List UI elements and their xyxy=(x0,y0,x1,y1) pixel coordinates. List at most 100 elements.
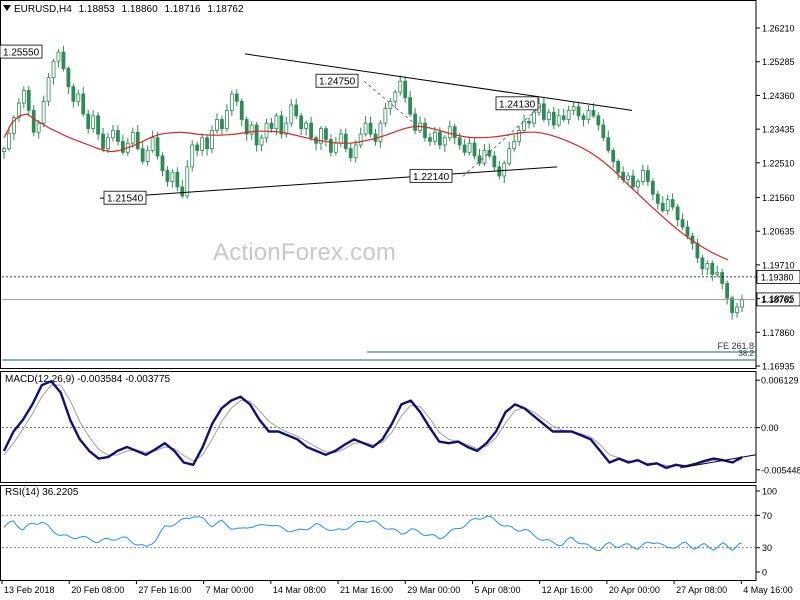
candle-body xyxy=(294,104,299,117)
price-axis-label: 1.17860 xyxy=(762,328,795,338)
macd-trendline xyxy=(679,454,757,469)
candle-body xyxy=(21,89,26,104)
price-label-text: 1.24130 xyxy=(499,99,536,110)
upper-trendline xyxy=(244,53,633,111)
candle-body xyxy=(665,199,670,211)
candle-body xyxy=(16,102,21,119)
candle-body xyxy=(571,106,576,111)
candle-body xyxy=(91,115,96,130)
candle-body xyxy=(398,80,403,93)
low-price: 1.18716 xyxy=(164,4,201,15)
candle-body xyxy=(319,128,323,144)
candle-body xyxy=(304,122,309,130)
candle-body xyxy=(408,97,413,115)
time-axis-label: 12 Apr 16:00 xyxy=(542,585,593,595)
candle-body xyxy=(730,297,734,314)
candle-body xyxy=(279,115,284,135)
candle-body xyxy=(561,115,566,120)
rsi-line xyxy=(3,515,743,551)
candle-body xyxy=(66,68,71,88)
candle-body xyxy=(645,170,650,182)
price-label-box xyxy=(315,73,359,88)
candle-body xyxy=(472,142,477,157)
candle-body xyxy=(324,128,328,140)
candle-body xyxy=(710,263,715,275)
price-axis-label: 1.20635 xyxy=(762,227,795,237)
lower-trendline xyxy=(99,166,558,199)
price-axis-label: 1.24360 xyxy=(762,91,795,101)
price-axis-label: 1.16935 xyxy=(762,362,795,372)
candle-body xyxy=(403,80,408,99)
candle-body xyxy=(244,119,249,135)
price-labels-layer: 1.25550 1.24750 1.24130 1.22140 1.21540 1.193… xyxy=(0,44,800,307)
candle-body xyxy=(522,120,526,131)
candle-body xyxy=(26,89,31,111)
rsi-panel-frame xyxy=(0,485,757,581)
candle-body xyxy=(586,109,591,120)
candle-body xyxy=(433,131,437,142)
candle-body xyxy=(606,137,611,151)
candle-body xyxy=(368,122,373,135)
time-axis-label: 21 Mar 16:00 xyxy=(340,585,393,595)
candle-body xyxy=(46,77,51,102)
candle-body xyxy=(81,93,86,115)
fib-annotation: 38.2 xyxy=(738,349,754,358)
candle-body xyxy=(383,108,388,124)
candle-body xyxy=(175,171,180,188)
candle-body xyxy=(289,104,294,124)
candle-body xyxy=(190,144,195,168)
candle-body xyxy=(140,148,145,162)
candle-body xyxy=(150,137,155,151)
candle-body xyxy=(740,299,744,308)
time-axis-label: 13 Feb 2018 xyxy=(4,585,55,595)
macd-line xyxy=(2,380,743,470)
candle-body xyxy=(715,272,720,275)
candle-body xyxy=(507,148,512,164)
candle-body xyxy=(155,137,160,157)
candle-body xyxy=(210,130,214,150)
candle-body xyxy=(269,122,274,130)
candle-body xyxy=(101,133,105,150)
candle-body xyxy=(641,170,645,182)
candle-body xyxy=(120,140,125,153)
candle-body xyxy=(541,103,546,120)
time-axis-label: 7 Mar 00:00 xyxy=(206,585,254,595)
candle-body xyxy=(581,115,586,120)
price-label-text: 1.22140 xyxy=(413,172,450,183)
candle-body xyxy=(145,150,150,162)
candle-body xyxy=(725,283,730,299)
price-label-box xyxy=(495,96,539,111)
candle-body xyxy=(462,144,467,153)
candle-body xyxy=(611,150,616,162)
price-axis-label: 1.22510 xyxy=(762,158,795,168)
trend-lines xyxy=(2,53,756,361)
axis-level-box xyxy=(756,292,800,307)
candle-body xyxy=(566,109,571,120)
watermark: ActionForex.com xyxy=(213,239,397,266)
candle-body xyxy=(660,202,665,211)
price-axis-label: 1.18785 xyxy=(762,294,795,304)
candle-body xyxy=(12,117,16,134)
candle-body xyxy=(467,142,472,153)
price-label-text: 1.21540 xyxy=(107,194,144,205)
candle-body xyxy=(195,144,200,151)
candle-body xyxy=(264,122,269,139)
candle-body xyxy=(215,119,219,131)
candle-body xyxy=(185,166,190,197)
dropdown-triangle-icon[interactable] xyxy=(3,5,11,11)
candle-body xyxy=(338,133,343,144)
candle-body xyxy=(333,142,338,153)
candle-body xyxy=(135,131,140,150)
chart-header: EURUSD,H4 1.18853 1.18860 1.18716 1.1876… xyxy=(3,4,248,15)
candle-body xyxy=(423,122,427,139)
candle-body xyxy=(631,175,635,188)
candle-body xyxy=(165,170,170,182)
candle-body xyxy=(735,306,739,314)
candle-body xyxy=(695,242,700,259)
candle-body xyxy=(378,122,383,142)
axis-level-box xyxy=(756,270,800,284)
time-axis-label: 20 Feb 08:00 xyxy=(71,585,124,595)
rsi-axis-label: 100 xyxy=(762,487,777,497)
candle-body xyxy=(61,51,66,69)
